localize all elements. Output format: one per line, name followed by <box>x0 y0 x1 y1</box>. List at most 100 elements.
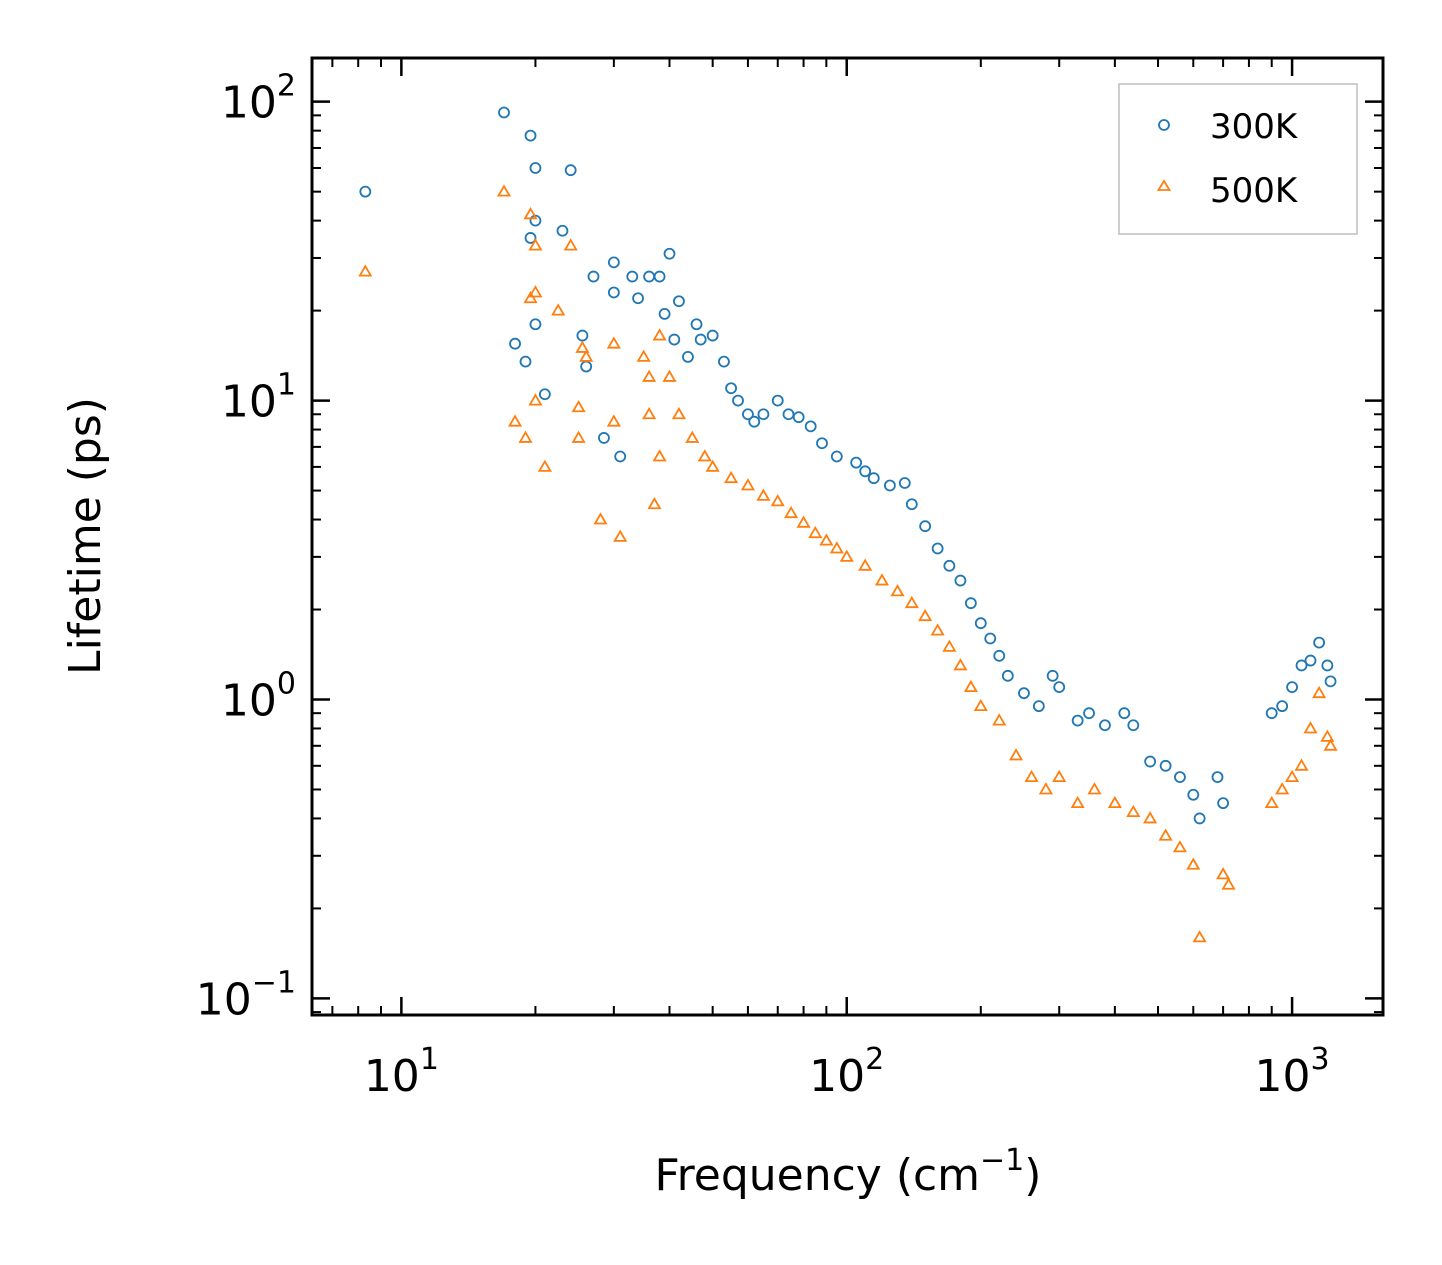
data-point <box>1174 771 1186 784</box>
data-point <box>1099 719 1111 732</box>
data-point <box>576 329 589 342</box>
data-point <box>519 355 532 368</box>
data-point <box>1265 707 1278 720</box>
data-point <box>587 270 600 283</box>
data-point <box>1216 867 1231 880</box>
data-point <box>850 456 863 469</box>
data-point <box>1276 700 1289 713</box>
data-point <box>796 515 811 528</box>
data-point <box>523 290 538 304</box>
data-point <box>757 408 770 421</box>
data-point <box>867 472 880 485</box>
y-tick-label: 101 <box>221 368 296 428</box>
data-point <box>918 608 933 622</box>
data-point <box>498 106 510 119</box>
data-point <box>973 698 988 712</box>
data-point <box>1127 719 1140 732</box>
data-point <box>1321 659 1334 672</box>
data-point <box>1070 795 1085 809</box>
data-point <box>556 224 569 237</box>
data-point <box>1186 857 1201 870</box>
data-point <box>509 337 521 350</box>
data-point <box>859 465 872 478</box>
data-point <box>1217 797 1230 810</box>
data-point <box>718 355 730 368</box>
data-point <box>974 617 987 630</box>
data-point <box>598 432 610 444</box>
data-point <box>1144 755 1157 768</box>
data-point <box>528 238 543 251</box>
data-point <box>614 450 627 463</box>
data-point <box>1118 707 1131 720</box>
data-point <box>1320 729 1335 742</box>
data-point <box>690 318 703 331</box>
x-tick-base: 10 <box>364 1051 420 1102</box>
data-point <box>816 437 828 450</box>
data-point <box>792 411 805 424</box>
data-point <box>993 649 1006 662</box>
data-point <box>1143 811 1158 824</box>
data-point <box>756 488 771 501</box>
x-axis-title-suffix: ) <box>1024 1150 1041 1201</box>
legend: 300K 500K <box>1118 83 1358 235</box>
data-point <box>1018 687 1030 700</box>
data-point <box>830 450 843 463</box>
data-point <box>898 477 911 489</box>
x-tick-exponent: 1 <box>420 1042 439 1077</box>
data-point <box>1009 748 1024 761</box>
y-tick-base: 10 <box>221 377 277 428</box>
data-point <box>740 478 755 491</box>
data-point <box>685 430 700 443</box>
data-point <box>858 558 873 571</box>
data-point <box>1313 636 1326 649</box>
data-point <box>668 333 681 346</box>
data-point <box>1285 769 1300 783</box>
data-point <box>771 394 784 407</box>
x-tick-label: 103 <box>1255 1042 1330 1102</box>
data-point <box>1126 804 1141 818</box>
data-point <box>564 164 577 177</box>
legend-label-500k: 500K <box>1210 171 1299 211</box>
data-point <box>571 399 586 413</box>
data-point <box>732 394 744 407</box>
data-point <box>1071 714 1084 727</box>
data-point <box>782 408 795 421</box>
data-point <box>653 270 666 283</box>
data-point <box>1324 675 1337 688</box>
data-point <box>984 632 997 645</box>
legend-marker-300k <box>1158 119 1170 131</box>
legend-frame <box>1118 83 1358 235</box>
data-point <box>652 449 667 462</box>
data-point <box>662 369 677 382</box>
data-point <box>1303 721 1318 734</box>
data-point <box>575 340 590 353</box>
data-point <box>748 415 761 428</box>
data-point <box>1286 681 1298 694</box>
data-point <box>943 559 956 572</box>
data-point <box>537 459 552 472</box>
data-point <box>613 529 628 542</box>
x-tick-exponent: 2 <box>865 1042 884 1077</box>
data-point <box>642 406 657 420</box>
y-tick-base: 10 <box>221 78 277 129</box>
data-point <box>538 388 551 401</box>
data-point <box>697 449 712 462</box>
data-point <box>1159 759 1172 772</box>
data-point <box>1052 769 1067 783</box>
data-point <box>883 479 896 492</box>
y-tick-base: 10 <box>196 974 252 1025</box>
y-tick-label: 100 <box>221 666 296 726</box>
data-point <box>671 406 686 420</box>
data-point <box>919 520 932 533</box>
data-point <box>839 549 854 562</box>
data-point <box>1158 828 1173 841</box>
data-point <box>1304 654 1317 667</box>
series-500k <box>358 184 1338 943</box>
data-point <box>1187 788 1200 801</box>
data-point <box>942 639 957 652</box>
data-point <box>804 420 817 433</box>
data-point <box>1053 681 1066 694</box>
data-point <box>524 232 537 244</box>
data-point <box>1032 700 1045 713</box>
